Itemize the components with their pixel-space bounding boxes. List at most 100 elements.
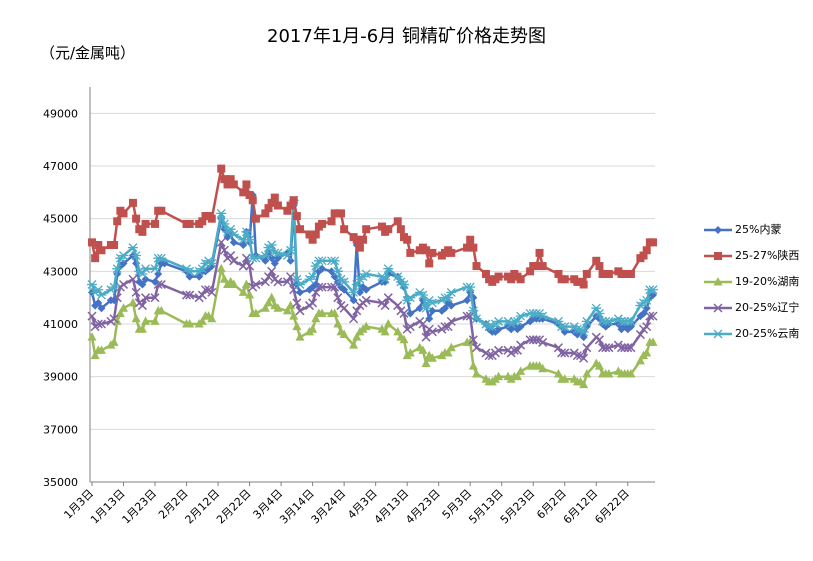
data-point bbox=[333, 319, 343, 328]
data-point bbox=[292, 298, 302, 308]
data-point bbox=[512, 371, 522, 381]
data-point bbox=[393, 326, 403, 336]
data-point bbox=[405, 347, 415, 357]
data-point bbox=[96, 345, 106, 354]
data-point bbox=[466, 235, 475, 244]
data-point bbox=[113, 217, 122, 226]
data-point bbox=[648, 311, 658, 321]
data-point bbox=[421, 303, 432, 313]
data-point bbox=[185, 219, 194, 228]
data-point bbox=[150, 293, 160, 303]
data-point bbox=[383, 319, 393, 328]
data-point bbox=[427, 298, 438, 308]
data-point bbox=[582, 343, 592, 353]
data-point bbox=[141, 316, 151, 325]
data-point bbox=[377, 222, 386, 231]
data-point bbox=[289, 311, 299, 320]
data-point bbox=[261, 256, 270, 265]
data-point bbox=[512, 345, 523, 355]
data-point bbox=[425, 314, 434, 323]
data-point bbox=[93, 319, 103, 329]
data-point bbox=[515, 311, 526, 321]
data-point bbox=[494, 272, 503, 281]
data-point bbox=[352, 332, 362, 341]
data-point bbox=[399, 280, 410, 289]
data-point bbox=[94, 241, 103, 249]
data-point bbox=[447, 301, 456, 310]
data-point bbox=[471, 343, 482, 353]
data-point bbox=[267, 292, 277, 302]
data-point bbox=[339, 277, 350, 287]
data-point bbox=[421, 358, 431, 367]
data-point bbox=[516, 366, 526, 375]
data-point bbox=[307, 272, 318, 282]
data-point bbox=[446, 316, 456, 326]
data-point bbox=[406, 248, 415, 257]
unit-label: （元/金属吨） bbox=[40, 44, 136, 62]
data-point bbox=[446, 287, 457, 297]
data-point bbox=[582, 369, 592, 378]
data-point bbox=[352, 235, 361, 244]
data-point bbox=[216, 263, 226, 273]
data-point bbox=[223, 180, 232, 189]
data-point bbox=[355, 288, 364, 297]
y-tick-label: 41000 bbox=[43, 318, 78, 331]
data-point bbox=[329, 256, 340, 266]
legend-swatch bbox=[704, 277, 732, 286]
series-1 bbox=[88, 190, 657, 342]
y-tick-label: 39000 bbox=[43, 371, 78, 384]
series-line bbox=[90, 193, 654, 339]
legend-swatch bbox=[704, 252, 732, 260]
data-point bbox=[349, 296, 358, 305]
data-point bbox=[220, 175, 229, 184]
data-point bbox=[595, 262, 604, 271]
data-point bbox=[241, 227, 252, 237]
data-point bbox=[427, 353, 437, 362]
data-point bbox=[110, 241, 119, 249]
data-point bbox=[226, 251, 236, 261]
data-point bbox=[285, 245, 296, 255]
data-point bbox=[245, 261, 255, 271]
data-point bbox=[182, 290, 192, 300]
data-point bbox=[531, 335, 541, 345]
data-point bbox=[446, 342, 456, 352]
data-point bbox=[572, 351, 582, 361]
data-point bbox=[311, 230, 320, 239]
data-point bbox=[141, 275, 150, 284]
data-point bbox=[229, 238, 238, 247]
data-point bbox=[635, 355, 645, 365]
data-point bbox=[355, 243, 364, 252]
data-point bbox=[383, 293, 393, 303]
data-point bbox=[283, 206, 292, 215]
data-point bbox=[635, 330, 645, 340]
data-point bbox=[245, 190, 254, 199]
data-point bbox=[311, 313, 321, 323]
data-point bbox=[87, 311, 97, 321]
data-point bbox=[516, 275, 525, 284]
data-point bbox=[396, 225, 405, 234]
data-point bbox=[157, 206, 166, 215]
data-point bbox=[362, 225, 371, 234]
data-point bbox=[195, 272, 204, 281]
data-point bbox=[286, 300, 296, 310]
data-point bbox=[340, 285, 349, 294]
data-point bbox=[97, 304, 106, 313]
data-point bbox=[481, 269, 490, 278]
data-point bbox=[348, 287, 359, 297]
data-point bbox=[591, 303, 602, 313]
data-point bbox=[185, 272, 194, 281]
data-point bbox=[472, 262, 481, 271]
data-point bbox=[251, 308, 261, 317]
data-point bbox=[443, 322, 453, 332]
data-point bbox=[141, 293, 151, 303]
legend-label: 25-27%陕西 bbox=[735, 249, 800, 262]
data-point bbox=[156, 253, 167, 263]
data-point bbox=[132, 214, 141, 223]
data-point bbox=[463, 296, 472, 305]
data-point bbox=[560, 348, 570, 358]
data-point bbox=[516, 322, 525, 331]
data-point bbox=[267, 266, 277, 276]
data-point bbox=[447, 248, 456, 257]
x-tick-label: 5月23日 bbox=[498, 487, 538, 527]
data-point bbox=[557, 348, 567, 358]
